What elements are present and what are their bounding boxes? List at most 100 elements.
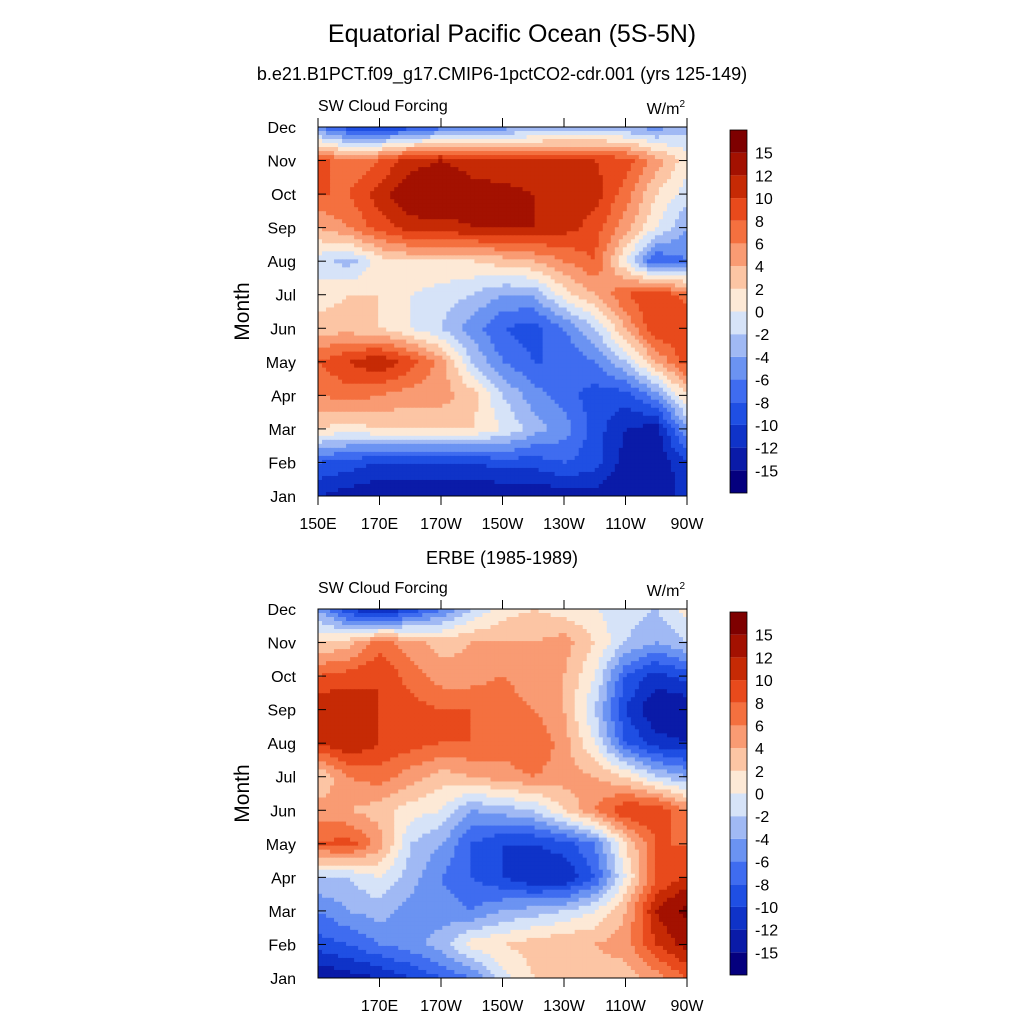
heatmap-cell [326,155,331,160]
heatmap-cell [502,239,508,244]
heatmap-cell [502,235,508,240]
heatmap-cell [334,159,339,164]
heatmap-cell [414,291,419,297]
heatmap-cell [478,283,484,289]
heatmap-cell [374,335,379,341]
heatmap-cell [614,175,620,180]
heatmap-cell [674,239,680,244]
heatmap-cell [662,271,668,276]
heatmap-cell [330,343,335,349]
heatmap-cell [670,155,676,160]
heatmap-cell [486,263,492,268]
heatmap-cell [454,155,459,160]
heatmap-cell [546,271,552,276]
heatmap-cell [666,339,672,345]
heatmap-cell [414,339,419,345]
heatmap-cell [650,223,656,228]
heatmap-cell [474,327,480,333]
heatmap-cell [666,215,672,220]
heatmap-cell [606,271,612,276]
heatmap-cell [666,315,672,321]
heatmap-cell [438,131,443,136]
heatmap-cell [618,279,624,285]
heatmap-cell [462,307,467,313]
heatmap-cell [430,183,435,188]
heatmap-cell [330,143,335,148]
heatmap-cell [402,339,407,345]
heatmap-cell [678,255,684,260]
heatmap-cell [634,131,640,136]
heatmap-cell [510,339,516,345]
heatmap-cell [410,163,415,168]
heatmap-cell [482,335,488,341]
heatmap-cell [662,203,668,208]
heatmap-cell [662,187,668,192]
heatmap-cell [406,191,411,196]
heatmap-cell [358,159,363,164]
heatmap-cell [490,219,496,224]
heatmap-cell [470,199,476,204]
heatmap-cell [446,195,451,200]
heatmap-cell [346,319,351,325]
heatmap-cell [602,327,608,333]
heatmap-cell [374,199,379,204]
heatmap-cell [466,259,472,264]
heatmap-cell [394,215,399,220]
heatmap-cell [630,183,636,188]
heatmap-cell [418,255,423,260]
heatmap-cell [474,247,480,252]
heatmap-cell [362,199,367,204]
heatmap-cell [662,231,668,236]
heatmap-cell [394,159,399,164]
heatmap-cell [450,179,455,184]
heatmap-cell [526,291,532,297]
heatmap-cell [478,299,484,305]
heatmap-cell [370,187,375,192]
heatmap-cell [338,191,343,196]
heatmap-cell [462,131,467,136]
heatmap-cell [330,199,335,204]
heatmap-cell [450,303,455,309]
heatmap-cell [634,163,640,168]
heatmap-cell [558,127,564,132]
heatmap-cell [374,259,379,264]
heatmap-cell [646,151,652,156]
heatmap-cell [454,311,459,317]
heatmap-cell [386,295,391,301]
heatmap-cell [590,127,596,132]
heatmap-cell [594,187,600,192]
heatmap-cell [426,147,431,152]
heatmap-cell [562,135,568,140]
heatmap-cell [674,155,680,160]
heatmap-cell [650,275,656,281]
heatmap-cell [634,223,640,228]
heatmap-cell [422,311,427,317]
heatmap-cell [434,235,439,240]
heatmap-cell [602,139,608,144]
heatmap-cell [354,255,359,260]
heatmap-cell [674,223,680,228]
heatmap-cell [466,247,472,252]
heatmap-cell [554,279,560,285]
heatmap-cell [606,139,612,144]
heatmap-cell [562,203,568,208]
heatmap-cell [350,283,355,289]
heatmap-cell [670,267,676,272]
heatmap-cell [582,127,588,132]
heatmap-cell [446,211,451,216]
heatmap-cell [570,251,576,256]
heatmap-cell [646,335,652,341]
heatmap-cell [430,143,435,148]
heatmap-cell [378,339,383,345]
heatmap-cell [682,255,687,260]
heatmap-cell [666,227,672,232]
heatmap-cell [490,159,496,164]
heatmap-cell [414,319,419,325]
heatmap-cell [438,227,443,232]
heatmap-cell [418,179,423,184]
heatmap-cell [366,239,371,244]
heatmap-cell [538,167,544,172]
heatmap-cell [526,211,532,216]
heatmap-cell [378,211,383,216]
heatmap-cell [410,275,415,281]
